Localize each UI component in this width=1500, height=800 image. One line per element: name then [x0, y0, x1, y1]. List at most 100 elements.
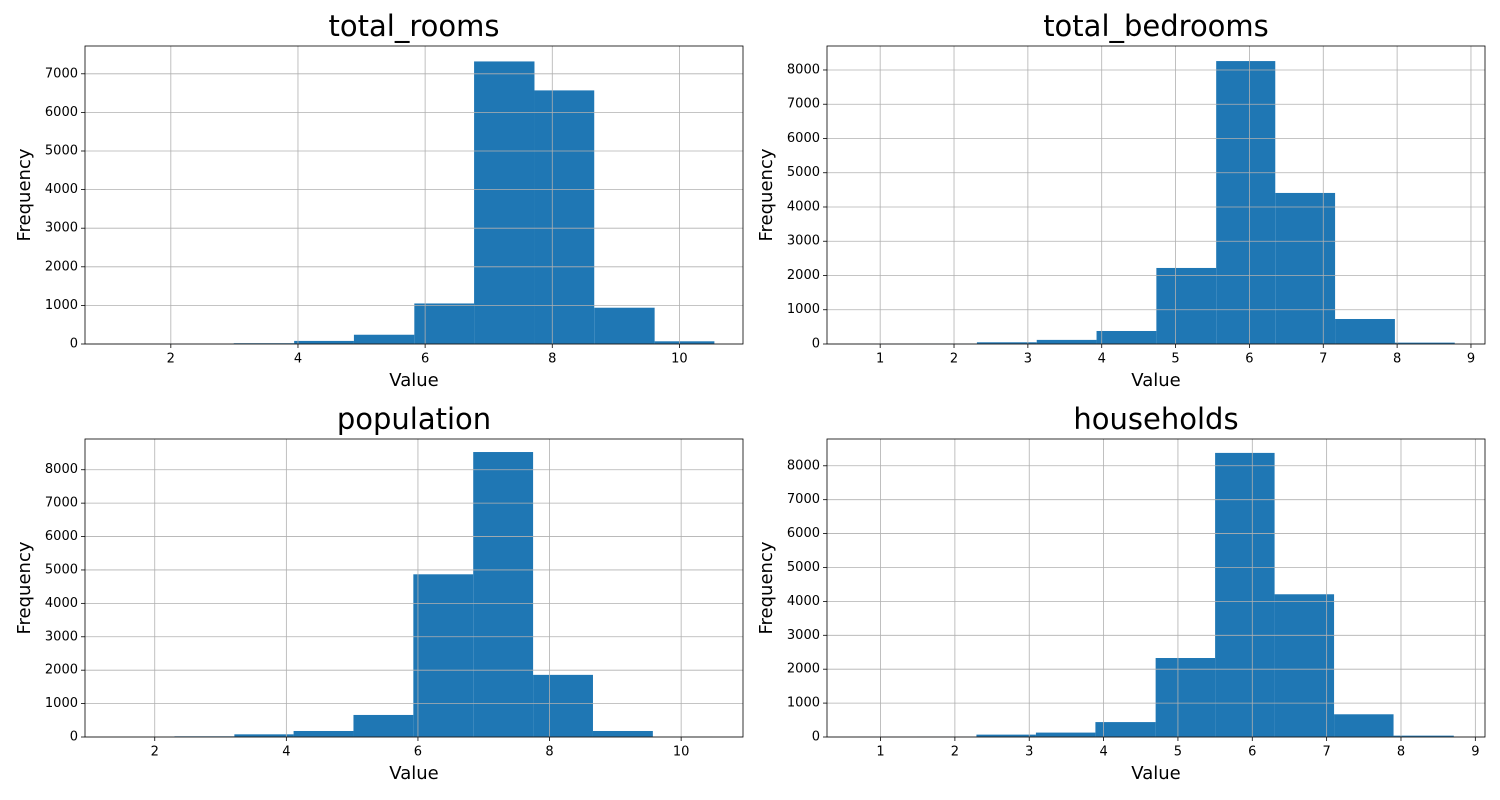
bar [1216, 61, 1276, 345]
y-tick-label: 2000 [787, 268, 820, 283]
x-tick-label: 8 [1397, 745, 1405, 760]
y-tick-label: 2000 [787, 662, 820, 677]
x-tick-label: 7 [1322, 745, 1330, 760]
bar [1274, 594, 1335, 737]
bar [1394, 342, 1455, 344]
x-tick-label: 2 [151, 745, 159, 760]
x-tick-label: 4 [1099, 745, 1107, 760]
bar [473, 452, 534, 737]
x-tick-label: 6 [421, 352, 429, 367]
y-tick-label: 8000 [787, 62, 820, 77]
x-tick-label: 2 [950, 352, 958, 367]
bar [1335, 318, 1395, 344]
bar [594, 307, 655, 344]
chart-title: households [1073, 402, 1238, 436]
x-tick-label: 6 [1245, 352, 1253, 367]
bar [294, 340, 354, 344]
x-tick-label: 2 [167, 352, 175, 367]
y-tick-label: 8000 [45, 462, 78, 477]
y-axis-label: Frequency [14, 541, 35, 634]
bar [1036, 339, 1097, 344]
x-axis-label: Value [1131, 370, 1180, 391]
y-tick-label: 4000 [45, 182, 78, 197]
bar [1275, 192, 1336, 344]
y-tick-label: 5000 [45, 562, 78, 577]
chart-title: total_rooms [329, 9, 500, 43]
bar [1393, 735, 1454, 737]
y-tick-label: 2000 [45, 663, 78, 678]
y-tick-label: 3000 [787, 628, 820, 643]
x-tick-label: 4 [294, 352, 302, 367]
axes-frame [84, 45, 744, 345]
y-tick-label: 4000 [787, 199, 820, 214]
y-axis-label: Frequency [756, 541, 777, 634]
bar [234, 734, 294, 737]
y-tick-label: 3000 [45, 221, 78, 236]
x-tick-label: 8 [548, 352, 556, 367]
y-tick-label: 6000 [787, 131, 820, 146]
y-tick-label: 3000 [45, 629, 78, 644]
y-tick-label: 1000 [787, 302, 820, 317]
y-tick-label: 8000 [787, 458, 820, 473]
x-tick-label: 8 [545, 745, 553, 760]
x-tick-label: 4 [282, 745, 290, 760]
x-axis-label: Value [1131, 763, 1180, 784]
bar [1155, 658, 1216, 737]
y-tick-label: 5000 [45, 143, 78, 158]
y-tick-label: 7000 [787, 97, 820, 112]
bar [654, 341, 715, 344]
bar [1096, 330, 1157, 344]
x-axis-label: Value [389, 763, 438, 784]
y-tick-label: 0 [70, 730, 78, 745]
y-tick-label: 6000 [45, 105, 78, 120]
axes-frame [826, 45, 1486, 345]
y-tick-label: 4000 [45, 596, 78, 611]
y-tick-label: 4000 [787, 594, 820, 609]
bar [976, 342, 1037, 344]
bar [1035, 732, 1096, 737]
bar [353, 714, 414, 737]
bar [533, 674, 593, 737]
y-tick-label: 7000 [45, 66, 78, 81]
y-axis-label: Frequency [14, 148, 35, 241]
x-tick-label: 4 [1098, 352, 1106, 367]
y-tick-label: 7000 [45, 496, 78, 511]
bar [534, 90, 595, 344]
bar [353, 334, 415, 344]
y-tick-label: 1000 [45, 696, 78, 711]
x-tick-label: 6 [414, 745, 422, 760]
x-tick-label: 8 [1393, 352, 1401, 367]
y-tick-label: 5000 [787, 165, 820, 180]
x-tick-label: 10 [671, 352, 688, 367]
bar [414, 303, 475, 344]
bar [474, 61, 535, 344]
y-axis-label: Frequency [756, 148, 777, 241]
x-tick-label: 2 [951, 745, 959, 760]
y-tick-label: 6000 [787, 526, 820, 541]
bar [293, 730, 354, 737]
x-tick-label: 3 [1025, 745, 1033, 760]
x-tick-label: 5 [1174, 745, 1182, 760]
bar [413, 574, 474, 737]
axes-frame [84, 438, 744, 738]
chart-title: population [337, 402, 491, 436]
bar [1334, 714, 1394, 737]
y-tick-label: 2000 [45, 259, 78, 274]
x-tick-label: 1 [876, 745, 884, 760]
x-tick-label: 9 [1471, 745, 1479, 760]
bar [976, 734, 1036, 737]
x-tick-label: 6 [1248, 745, 1256, 760]
y-tick-label: 0 [70, 337, 78, 352]
x-tick-label: 5 [1171, 352, 1179, 367]
chart-title: total_bedrooms [1043, 9, 1269, 43]
bar [1095, 722, 1156, 737]
x-tick-label: 1 [876, 352, 884, 367]
x-tick-label: 7 [1319, 352, 1327, 367]
x-tick-label: 3 [1024, 352, 1032, 367]
y-tick-label: 1000 [787, 696, 820, 711]
y-tick-label: 0 [812, 337, 820, 352]
y-tick-label: 6000 [45, 529, 78, 544]
bar [1156, 267, 1217, 344]
x-tick-label: 10 [673, 745, 690, 760]
y-tick-label: 1000 [45, 298, 78, 313]
